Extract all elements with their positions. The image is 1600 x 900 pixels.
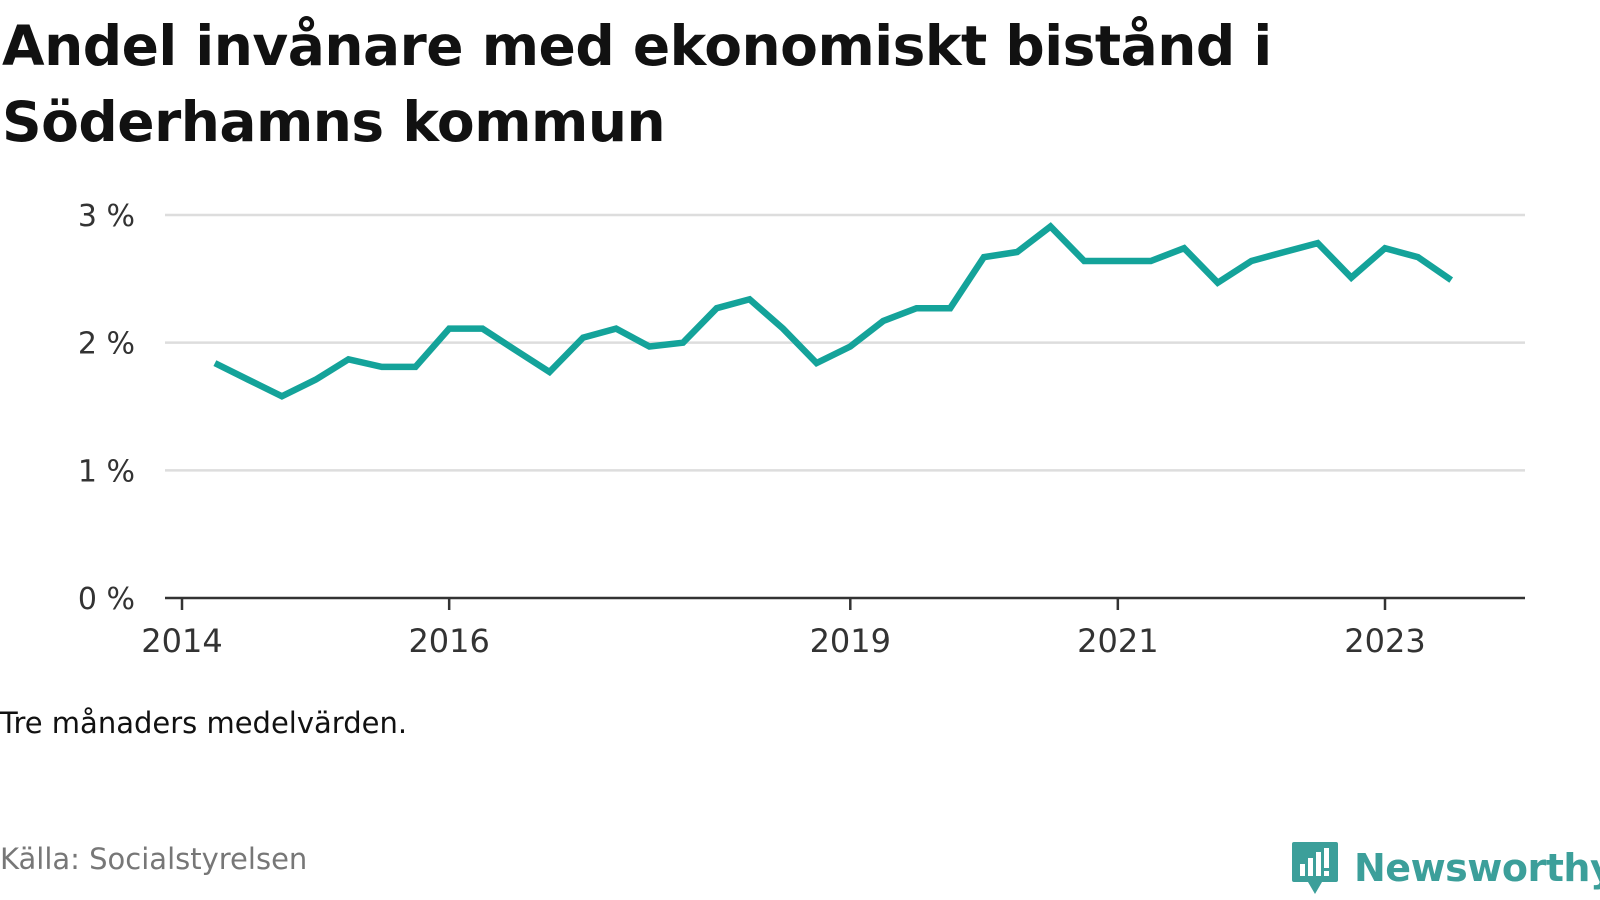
y-tick-label: 1 % — [78, 454, 135, 489]
x-tick-label: 2016 — [408, 622, 489, 660]
x-tick-label: 2023 — [1344, 622, 1425, 660]
series — [213, 222, 1454, 400]
newsworthy-logo: Newsworthy — [1290, 840, 1600, 896]
y-tick-label: 0 % — [78, 582, 135, 617]
chart-note: Tre månaders medelvärden. — [0, 706, 408, 740]
axes: 0 % 1 % 2 % 3 % 2014 2016 2019 2021 2023 — [78, 199, 1525, 660]
y-tick-label: 3 % — [78, 199, 135, 234]
x-tick-label: 2021 — [1077, 622, 1158, 660]
y-tick-label: 2 % — [78, 327, 135, 362]
gridlines — [165, 213, 1525, 472]
newsworthy-bar-chart-icon — [1292, 842, 1338, 894]
x-tick-label: 2019 — [810, 622, 891, 660]
chart-title: Andel invånare med ekonomiskt bistånd i … — [2, 14, 1272, 154]
line-chart: 0 % 1 % 2 % 3 % 2014 2016 2019 2021 2023 — [78, 199, 1525, 660]
source-credit: Källa: Socialstyrelsen — [0, 842, 308, 876]
brand-name: Newsworthy — [1354, 846, 1600, 890]
series-line — [213, 222, 1454, 400]
x-tick-label: 2014 — [141, 622, 222, 660]
